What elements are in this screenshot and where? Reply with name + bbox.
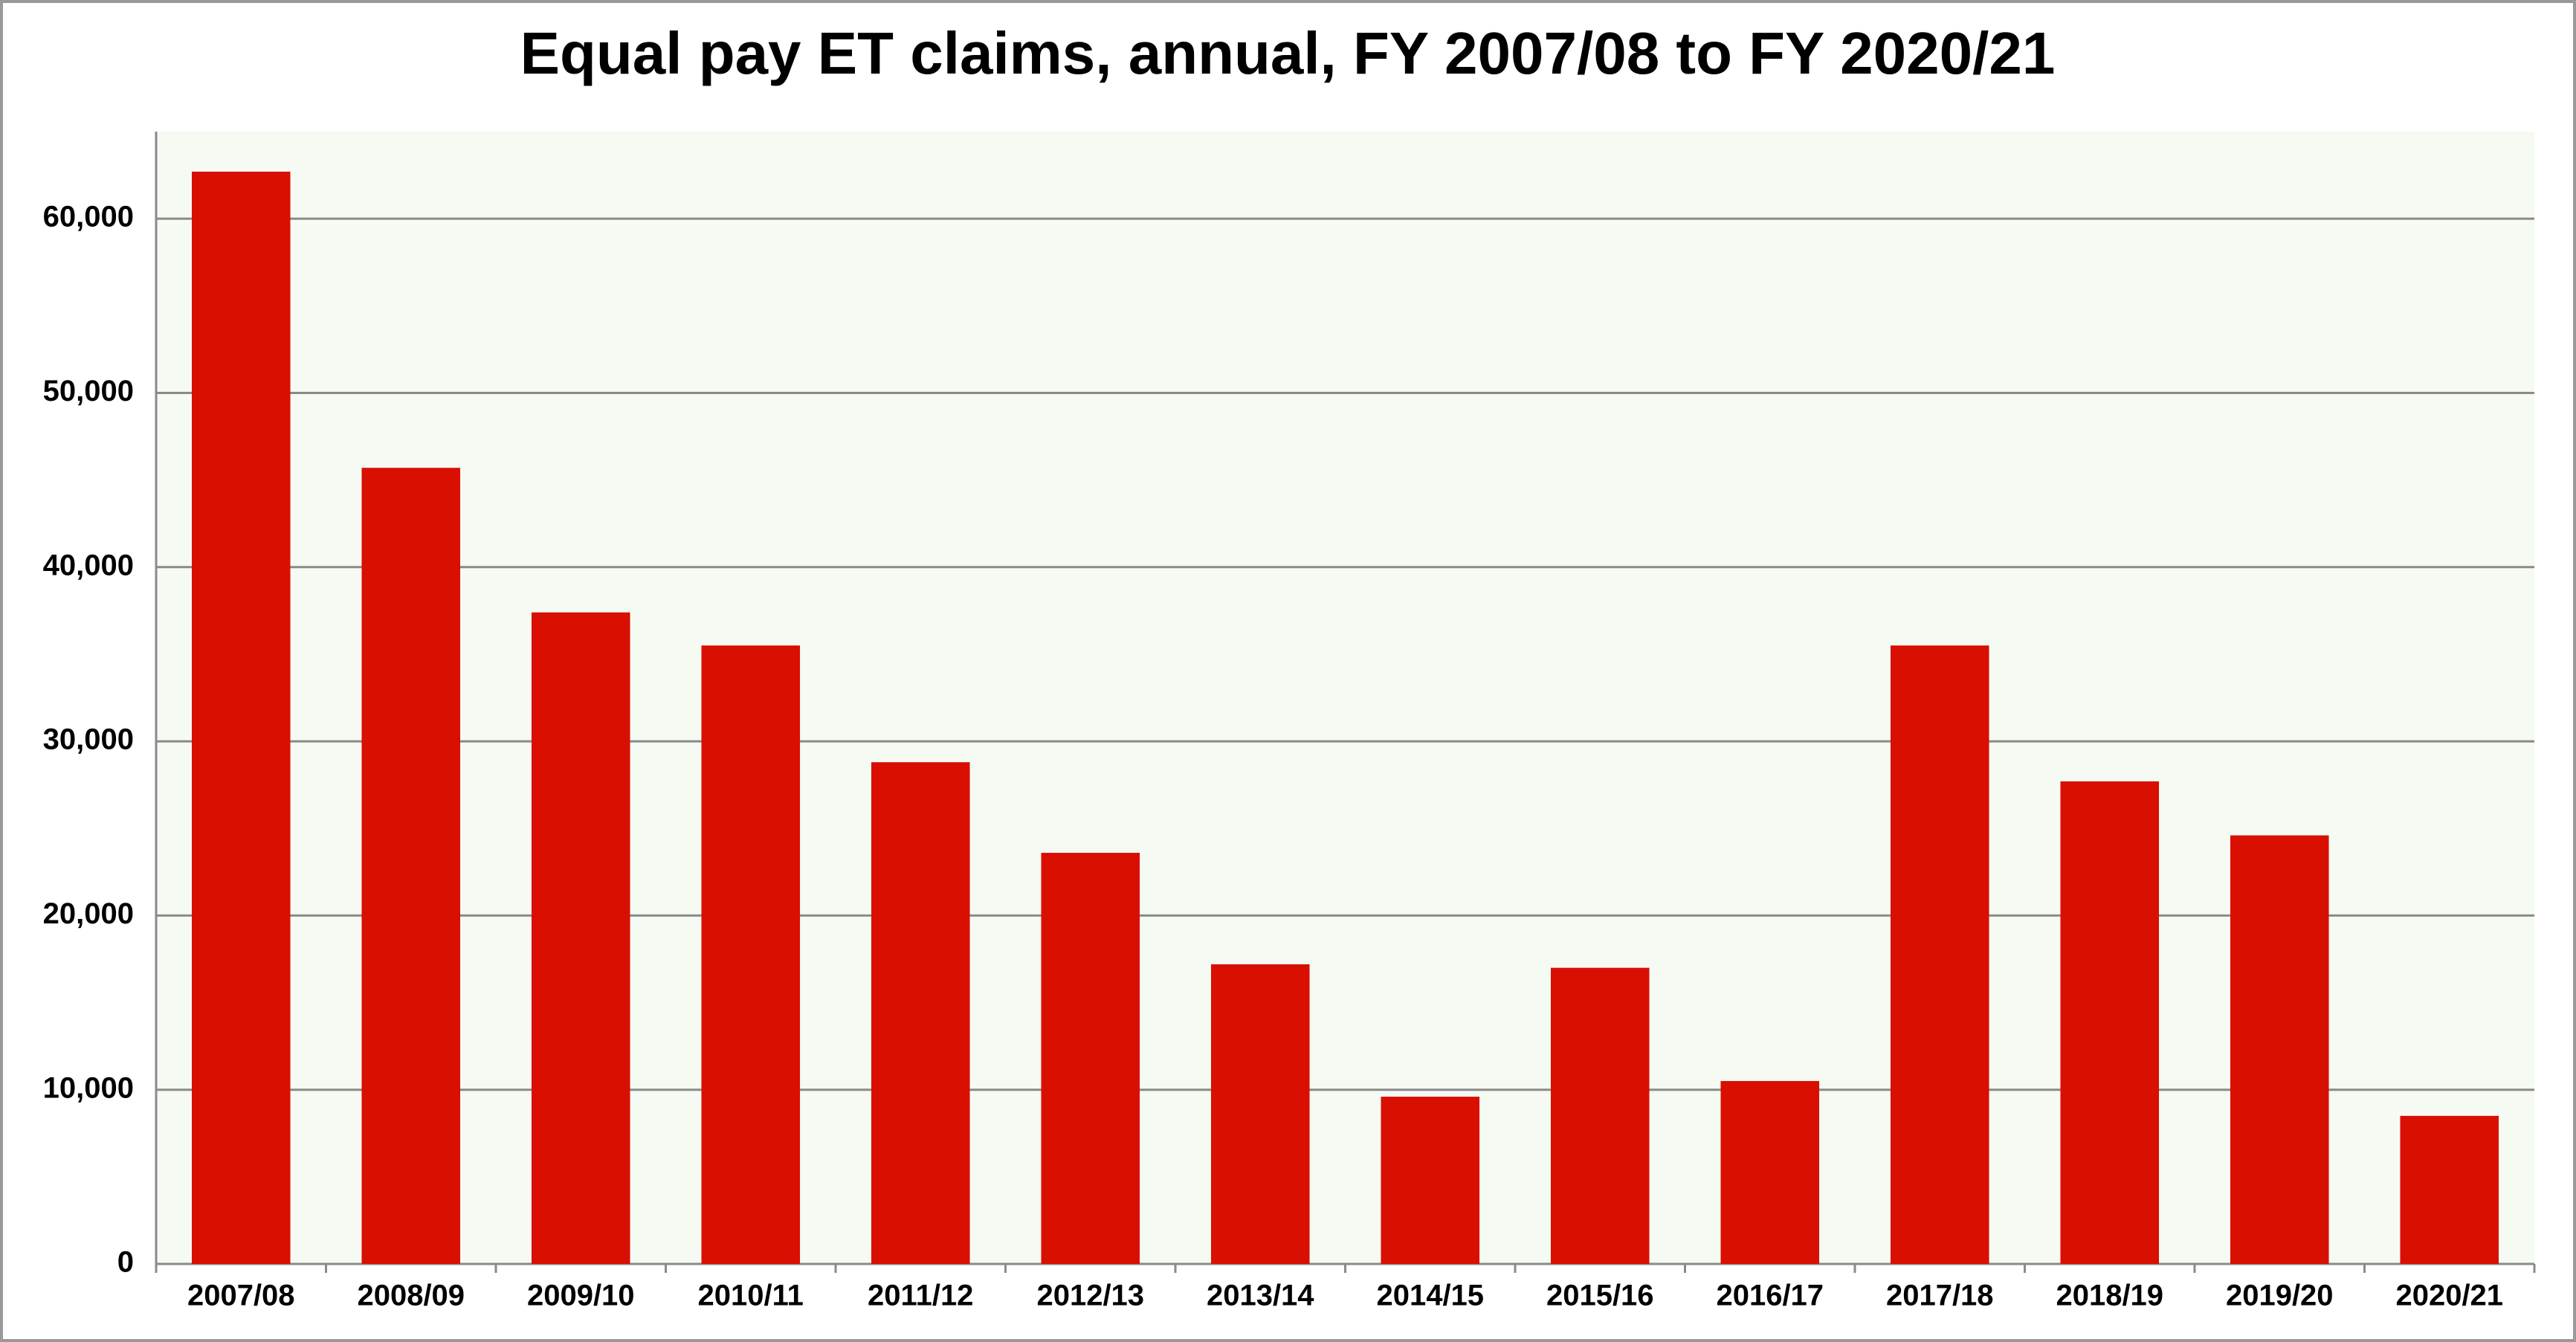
x-tick-label: 2014/15 xyxy=(1376,1280,1484,1312)
x-tick-label: 2013/14 xyxy=(1207,1280,1314,1312)
bar xyxy=(361,468,461,1264)
x-tick-label: 2010/11 xyxy=(698,1280,804,1312)
plot-area xyxy=(156,132,2534,1264)
y-tick-label: 10,000 xyxy=(43,1071,134,1104)
y-tick-label: 60,000 xyxy=(43,201,134,233)
x-tick-label: 2018/19 xyxy=(2056,1280,2163,1312)
x-tick-label: 2011/12 xyxy=(868,1280,973,1312)
x-tick-label: 2019/20 xyxy=(2226,1280,2334,1312)
bar xyxy=(1210,964,1310,1264)
y-tick-label: 40,000 xyxy=(43,549,134,581)
bar xyxy=(1550,967,1650,1264)
bar xyxy=(531,612,630,1264)
x-tick-label: 2020/21 xyxy=(2395,1280,2503,1312)
bar xyxy=(2400,1115,2499,1264)
bar xyxy=(191,171,291,1265)
x-tick-label: 2008/09 xyxy=(357,1280,465,1312)
bar xyxy=(1890,645,1989,1264)
y-tick-label: 50,000 xyxy=(43,375,134,407)
y-tick-label: 30,000 xyxy=(43,723,134,756)
bar xyxy=(2230,835,2329,1264)
chart-title: Equal pay ET claims, annual, FY 2007/08 … xyxy=(520,20,2056,86)
bar xyxy=(2060,781,2160,1264)
x-tick-label: 2015/16 xyxy=(1546,1280,1654,1312)
bar xyxy=(1381,1097,1480,1264)
y-tick-label: 0 xyxy=(117,1246,134,1279)
x-tick-label: 2007/08 xyxy=(187,1280,295,1312)
bar xyxy=(701,645,801,1264)
bar xyxy=(1720,1080,1820,1264)
x-tick-label: 2016/17 xyxy=(1716,1280,1824,1312)
x-tick-label: 2012/13 xyxy=(1036,1280,1144,1312)
y-tick-label: 20,000 xyxy=(43,897,134,930)
bar xyxy=(1041,853,1140,1264)
bar xyxy=(871,762,970,1264)
x-tick-label: 2009/10 xyxy=(527,1280,635,1312)
x-tick-label: 2017/18 xyxy=(1886,1280,1994,1312)
